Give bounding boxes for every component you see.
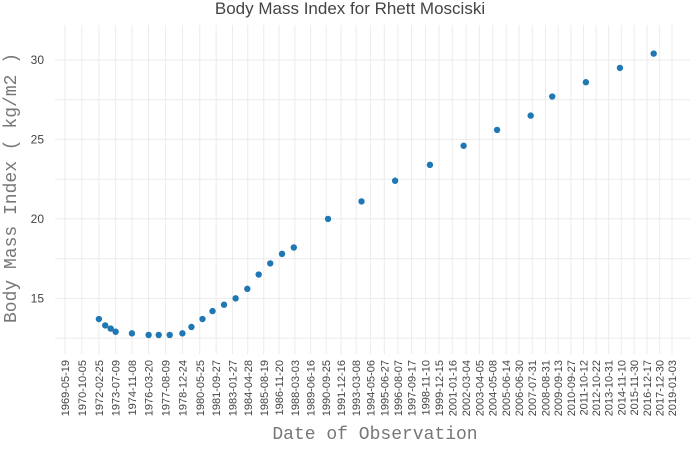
chart-title: Body Mass Index for Rhett Mosciski bbox=[215, 0, 485, 18]
data-point bbox=[220, 301, 228, 308]
y-tick-label: 15 bbox=[31, 291, 45, 305]
x-tick-label: 1985-08-19 bbox=[259, 360, 271, 416]
data-point bbox=[290, 244, 297, 251]
x-tick-label: 1997-09-17 bbox=[407, 360, 419, 416]
x-tick-label: 2003-04-05 bbox=[474, 360, 486, 416]
x-tick-label: 1976-03-20 bbox=[144, 360, 156, 416]
data-point bbox=[128, 330, 136, 337]
x-tick-label: 1969-05-19 bbox=[60, 360, 72, 416]
x-tick-label: 2002-03-04 bbox=[461, 360, 473, 416]
x-axis-label: Date of Observation bbox=[272, 425, 477, 445]
data-point bbox=[232, 295, 239, 302]
grid-lines bbox=[55, 25, 690, 354]
data-point bbox=[460, 142, 467, 149]
x-tick-label: 2013-10-31 bbox=[604, 360, 616, 416]
x-tick-label: 2005-06-14 bbox=[501, 360, 513, 416]
data-point bbox=[112, 328, 119, 335]
x-tick-label: 2014-11-10 bbox=[616, 360, 628, 415]
data-point bbox=[166, 331, 173, 339]
data-point bbox=[493, 126, 501, 134]
data-point bbox=[324, 215, 332, 223]
data-point bbox=[549, 93, 556, 100]
data-point bbox=[199, 315, 206, 323]
x-tick-label: 1990-09-25 bbox=[321, 360, 333, 416]
x-tick-label: 1998-11-10 bbox=[421, 360, 433, 415]
x-tick-label: 1970-10-05 bbox=[77, 360, 89, 416]
x-tick-label: 1977-08-09 bbox=[161, 360, 173, 416]
x-tick-label: 2008-08-31 bbox=[541, 360, 553, 416]
x-tick-label: 1981-09-27 bbox=[211, 360, 223, 416]
data-point bbox=[616, 64, 624, 72]
data-point bbox=[155, 331, 162, 339]
x-tick-label: 2012-10-22 bbox=[591, 360, 603, 416]
data-point bbox=[278, 250, 286, 258]
y-tick-label: 30 bbox=[31, 53, 45, 67]
x-tick-label: 2010-09-27 bbox=[566, 360, 578, 416]
data-point bbox=[107, 325, 114, 332]
x-tick-label: 1993-03-08 bbox=[351, 360, 363, 416]
x-tick-label: 1999-12-15 bbox=[434, 360, 446, 416]
data-point bbox=[426, 161, 434, 169]
x-tick-label: 1978-12-24 bbox=[177, 360, 189, 416]
x-tick-label: 2016-12-17 bbox=[642, 360, 654, 416]
y-axis-ticks: 15 20 25 30 bbox=[31, 53, 45, 305]
data-point bbox=[391, 177, 399, 184]
x-tick-label: 1972-02-25 bbox=[94, 360, 106, 416]
x-tick-label: 2006-06-30 bbox=[514, 360, 526, 416]
x-tick-label: 1980-05-25 bbox=[195, 360, 207, 416]
data-point bbox=[582, 79, 590, 86]
x-axis-ticks: 1969-05-19 1970-10-05 1972-02-25 1973-07-09… bbox=[60, 360, 679, 416]
data-point bbox=[358, 198, 365, 205]
x-tick-label: 1995-06-27 bbox=[379, 360, 391, 416]
y-tick-label: 20 bbox=[31, 212, 45, 226]
x-tick-label: 2007-07-31 bbox=[527, 360, 539, 416]
data-point bbox=[95, 315, 103, 323]
data-point bbox=[209, 307, 216, 315]
x-tick-label: 2004-05-08 bbox=[488, 360, 500, 416]
x-tick-label: 2019-01-03 bbox=[667, 360, 679, 416]
data-point bbox=[179, 330, 186, 337]
data-point bbox=[650, 50, 657, 57]
data-point bbox=[188, 323, 195, 331]
x-tick-label: 1988-03-03 bbox=[290, 360, 302, 416]
data-point bbox=[145, 331, 152, 339]
x-tick-label: 1983-01-27 bbox=[227, 360, 239, 416]
x-tick-label: 1974-11-08 bbox=[127, 360, 139, 415]
data-point bbox=[102, 322, 109, 329]
x-tick-label: 1991-12-16 bbox=[336, 360, 348, 416]
x-tick-label: 1989-06-16 bbox=[306, 360, 318, 416]
x-tick-label: 1996-08-07 bbox=[393, 360, 405, 416]
y-axis-label: Body Mass Index ( kg/m2 ) bbox=[2, 53, 22, 323]
x-tick-label: 1986-11-20 bbox=[274, 360, 286, 415]
x-tick-label: 2011-10-12 bbox=[579, 360, 591, 415]
x-tick-label: 1994-05-06 bbox=[365, 360, 377, 416]
x-tick-label: 2001-01-16 bbox=[447, 360, 459, 416]
data-point bbox=[267, 260, 274, 267]
y-tick-label: 25 bbox=[31, 132, 45, 146]
data-point bbox=[244, 285, 251, 293]
data-points bbox=[95, 50, 657, 339]
data-point bbox=[255, 271, 262, 278]
data-point bbox=[527, 112, 534, 119]
x-tick-label: 2009-09-13 bbox=[553, 360, 565, 416]
x-tick-label: 1973-07-09 bbox=[111, 360, 123, 416]
x-tick-label: 2015-11-30 bbox=[629, 360, 641, 415]
x-tick-label: 1984-04-28 bbox=[243, 360, 255, 416]
x-tick-label: 2017-12-30 bbox=[655, 360, 667, 416]
